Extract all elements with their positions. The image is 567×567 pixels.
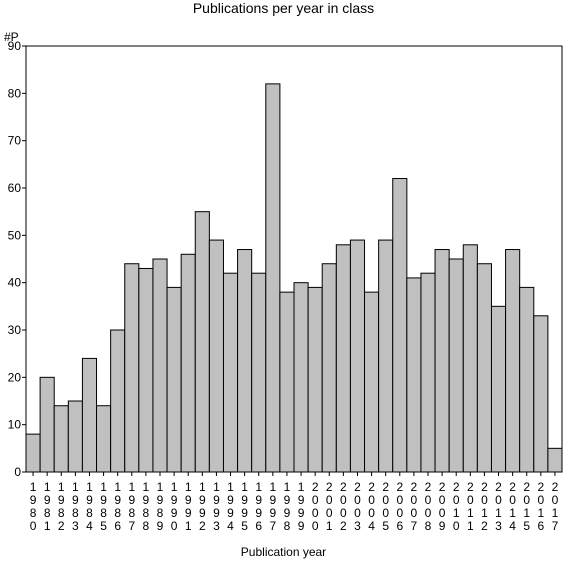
y-tick-label: 70 <box>8 134 22 148</box>
bar-2016 <box>533 315 549 473</box>
bar-2010 <box>448 258 464 473</box>
bar-2000 <box>307 286 323 473</box>
bar-1989 <box>152 258 168 473</box>
y-tick-label: 90 <box>8 39 22 53</box>
x-axis-label: Publication year <box>240 545 327 559</box>
bar-1983 <box>67 400 83 473</box>
bar-1993 <box>208 239 224 473</box>
bar-1985 <box>96 405 112 473</box>
y-tick-label: 50 <box>8 228 22 242</box>
bar-1994 <box>222 272 239 473</box>
bar-2005 <box>378 239 394 473</box>
bar-1987 <box>124 263 140 473</box>
bar-2002 <box>335 244 351 473</box>
bar-2012 <box>476 263 492 473</box>
bar-2013 <box>490 305 507 473</box>
bar-2001 <box>321 263 337 473</box>
bar-1986 <box>110 329 126 473</box>
bar-1981 <box>39 376 55 473</box>
bar-1984 <box>81 357 98 473</box>
bar-2007 <box>406 277 422 473</box>
y-axis-label: #P <box>4 30 19 44</box>
y-tick-label: 80 <box>8 86 22 100</box>
bar-2004 <box>364 291 380 473</box>
bar-1991 <box>180 253 196 473</box>
bar-2003 <box>349 239 366 473</box>
chart-title: Publications per year in class <box>192 0 375 16</box>
y-tick-label: 0 <box>14 465 21 479</box>
y-axis: 0 10 20 30 40 50 60 70 80 90 <box>8 39 26 479</box>
bar-2008 <box>420 272 436 473</box>
bar-2006 <box>392 178 408 473</box>
bar-1998 <box>279 291 295 473</box>
bar-1980 <box>25 433 41 473</box>
bar-1999 <box>293 282 309 473</box>
y-tick-label: 60 <box>8 181 22 195</box>
bar-2009 <box>434 249 450 473</box>
x-axis: 1 9 8 0 1 9 8 1 1 9 8 2 1 9 8 3 1 9 8 4 1 9 8 5 1 9 8 6 1 9 8 7 1 9 8 8 1 9 8 9… <box>30 472 559 533</box>
bars-group <box>25 83 563 473</box>
bar-2011 <box>462 244 478 473</box>
y-tick-label: 40 <box>8 276 22 290</box>
bar-1996 <box>251 272 267 473</box>
bar-2015 <box>519 286 535 473</box>
y-tick-label: 20 <box>8 370 22 384</box>
bar-1988 <box>138 267 154 473</box>
bar-1982 <box>53 405 69 473</box>
bar-2014 <box>505 249 521 473</box>
bar-1990 <box>166 286 182 473</box>
bar-2017 <box>547 447 563 473</box>
y-tick-label: 30 <box>8 323 22 337</box>
bar-1995 <box>237 249 253 473</box>
bar-1997 <box>265 83 281 473</box>
bar-1992 <box>194 211 210 473</box>
y-tick-label: 10 <box>8 418 22 432</box>
